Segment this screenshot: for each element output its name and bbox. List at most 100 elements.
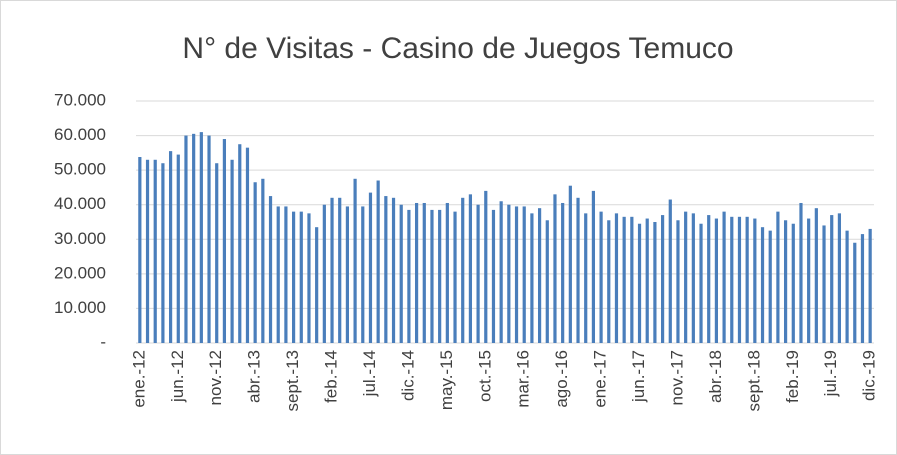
bar xyxy=(614,213,619,343)
bar xyxy=(822,225,826,343)
bar xyxy=(322,204,326,343)
x-tick-label: ago.-16 xyxy=(552,350,571,408)
bar xyxy=(568,185,572,343)
x-tick-label: nov.-17 xyxy=(667,350,686,405)
bar xyxy=(430,209,434,343)
bar xyxy=(192,133,196,343)
x-tick-label: abr.-13 xyxy=(245,350,264,403)
bar xyxy=(537,208,542,343)
bar xyxy=(268,196,273,343)
bar xyxy=(745,216,749,343)
bar xyxy=(591,190,596,343)
x-tick-label: jun.-17 xyxy=(629,350,648,403)
x-tick-label: dic.-14 xyxy=(398,350,417,401)
bar xyxy=(299,211,303,343)
bar xyxy=(637,223,642,343)
bar xyxy=(645,218,649,343)
bar xyxy=(630,216,634,343)
bar xyxy=(830,215,834,343)
x-tick-label: feb.-19 xyxy=(783,350,802,403)
y-tick-label: 60.000 xyxy=(54,125,106,144)
bar xyxy=(868,228,872,343)
bar xyxy=(238,144,242,343)
x-tick-label: oct.-15 xyxy=(475,350,494,402)
bar xyxy=(168,151,173,343)
bar xyxy=(199,132,203,343)
bar xyxy=(845,230,849,343)
bar xyxy=(453,211,457,343)
bar xyxy=(783,220,788,343)
y-tick-label: 10.000 xyxy=(54,298,106,317)
bar xyxy=(791,223,795,343)
bar xyxy=(837,213,842,343)
bar xyxy=(461,197,465,343)
x-tick-label: mar.-16 xyxy=(514,350,533,408)
bar xyxy=(491,209,496,343)
x-tick-label: sept.-18 xyxy=(744,350,763,411)
x-tick-label: abr.-18 xyxy=(706,350,725,403)
bar xyxy=(730,216,734,343)
x-tick-label: jul.-14 xyxy=(360,350,379,397)
bar xyxy=(176,154,180,343)
bar xyxy=(222,139,227,343)
bar xyxy=(514,206,519,343)
x-tick-label: feb.-14 xyxy=(322,350,341,403)
bar xyxy=(184,135,188,343)
bar xyxy=(138,157,142,343)
bar xyxy=(545,220,549,343)
bar xyxy=(245,147,250,343)
bar xyxy=(399,204,403,343)
bar xyxy=(760,227,765,343)
x-tick-label: jun.-12 xyxy=(168,350,187,403)
bar xyxy=(860,234,865,343)
bar xyxy=(676,220,680,343)
bar xyxy=(422,202,426,343)
bar xyxy=(253,182,257,343)
bar xyxy=(668,199,672,343)
bar xyxy=(368,192,373,343)
bar xyxy=(691,213,695,343)
bar xyxy=(722,211,726,343)
bar xyxy=(699,223,703,343)
chart-title: N° de Visitas - Casino de Juegos Temuco xyxy=(182,32,733,65)
bar xyxy=(653,222,657,343)
bar xyxy=(507,204,511,343)
bar xyxy=(737,216,742,343)
x-tick-label: nov.-12 xyxy=(206,350,225,405)
bar xyxy=(215,163,219,343)
y-tick-label: 70.000 xyxy=(54,90,106,109)
bar xyxy=(561,202,565,343)
x-tick-label: ene.-17 xyxy=(591,350,610,408)
bar xyxy=(330,197,334,343)
y-tick-label: 20.000 xyxy=(54,263,106,282)
bar xyxy=(607,220,611,343)
bar xyxy=(338,197,342,343)
bar xyxy=(814,208,818,343)
bar xyxy=(753,218,757,343)
bar xyxy=(522,206,526,343)
y-tick-label: 30.000 xyxy=(54,229,106,248)
bar xyxy=(484,190,488,343)
bar xyxy=(468,194,473,343)
bar xyxy=(361,206,365,343)
y-tick-label: 40.000 xyxy=(54,194,106,213)
bar xyxy=(768,230,772,343)
bar xyxy=(315,227,319,343)
bar xyxy=(391,197,396,343)
bar xyxy=(145,159,150,343)
bar xyxy=(807,218,811,343)
x-tick-label: sept.-13 xyxy=(283,350,302,411)
bar xyxy=(799,202,803,343)
x-tick-label: dic.-19 xyxy=(860,350,879,401)
bar xyxy=(261,178,265,343)
bar xyxy=(584,213,588,343)
bar xyxy=(353,178,357,343)
bar xyxy=(345,206,350,343)
bar xyxy=(707,215,711,343)
bar xyxy=(553,194,557,343)
bar xyxy=(576,197,580,343)
bar xyxy=(853,242,857,343)
bar xyxy=(499,201,503,343)
bar xyxy=(384,196,388,343)
